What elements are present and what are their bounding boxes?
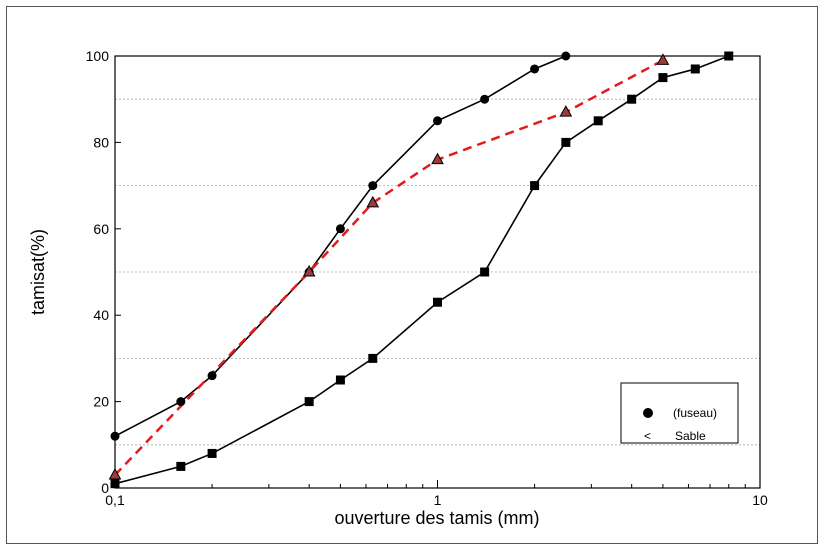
data-point-square [110, 479, 120, 489]
data-point-square [176, 461, 186, 471]
data-point-circle [530, 64, 540, 74]
data-point-circle [480, 94, 490, 104]
data-point-circle [176, 397, 186, 407]
y-tick-label: 0 [101, 480, 109, 496]
data-point-triangle [302, 264, 316, 277]
data-point-square [433, 297, 442, 307]
data-point-square [724, 51, 734, 61]
data-point-square [480, 267, 490, 277]
data-point-square [530, 181, 540, 191]
y-tick-label: 60 [93, 221, 109, 237]
x-tick-label: 0,1 [105, 492, 125, 508]
x-tick-label: 1 [434, 492, 442, 508]
data-point-triangle [559, 105, 573, 117]
legend-label-sable: Sable [675, 429, 706, 443]
data-point-circle [207, 371, 217, 381]
axis-ticks: 0 20 40 60 80 100 0,1 1 10 [86, 48, 768, 508]
legend: (fuseau) < Sable [620, 382, 739, 444]
data-point-triangle [656, 53, 670, 65]
series-line-triangle [114, 59, 664, 476]
data-point-triangle [366, 195, 380, 208]
legend-label-fuseau: (fuseau) [673, 406, 717, 420]
data-point-square [627, 94, 637, 104]
y-axis-title: tamisat(%) [28, 229, 48, 315]
y-tick-label: 40 [93, 307, 109, 323]
data-point-triangle [108, 468, 122, 480]
data-point-square [207, 448, 217, 458]
data-point-circle [368, 181, 378, 191]
series-group [108, 51, 734, 489]
data-point-square [368, 353, 378, 363]
data-point-circle [110, 431, 120, 441]
data-point-triangle [431, 152, 444, 165]
data-point-square [561, 137, 571, 147]
x-tick-label: 10 [752, 492, 768, 508]
series-line-circle [114, 55, 567, 437]
data-point-circle [433, 116, 442, 126]
y-tick-label: 100 [86, 48, 110, 64]
data-point-square [304, 397, 314, 407]
data-point-square [335, 375, 345, 385]
data-point-circle [561, 51, 571, 61]
data-point-square [690, 64, 700, 74]
data-point-square [658, 73, 668, 83]
legend-box [620, 382, 739, 444]
data-point-square [593, 116, 603, 126]
grid-lines [115, 98, 760, 446]
y-tick-label: 80 [93, 134, 109, 150]
x-axis-title: ouverture des tamis (mm) [334, 508, 539, 528]
data-point-circle [335, 224, 345, 234]
legend-circle-marker [643, 408, 653, 418]
y-tick-label: 20 [93, 394, 109, 410]
legend-marker-sable: < [644, 429, 651, 443]
chart-frame [6, 6, 818, 544]
